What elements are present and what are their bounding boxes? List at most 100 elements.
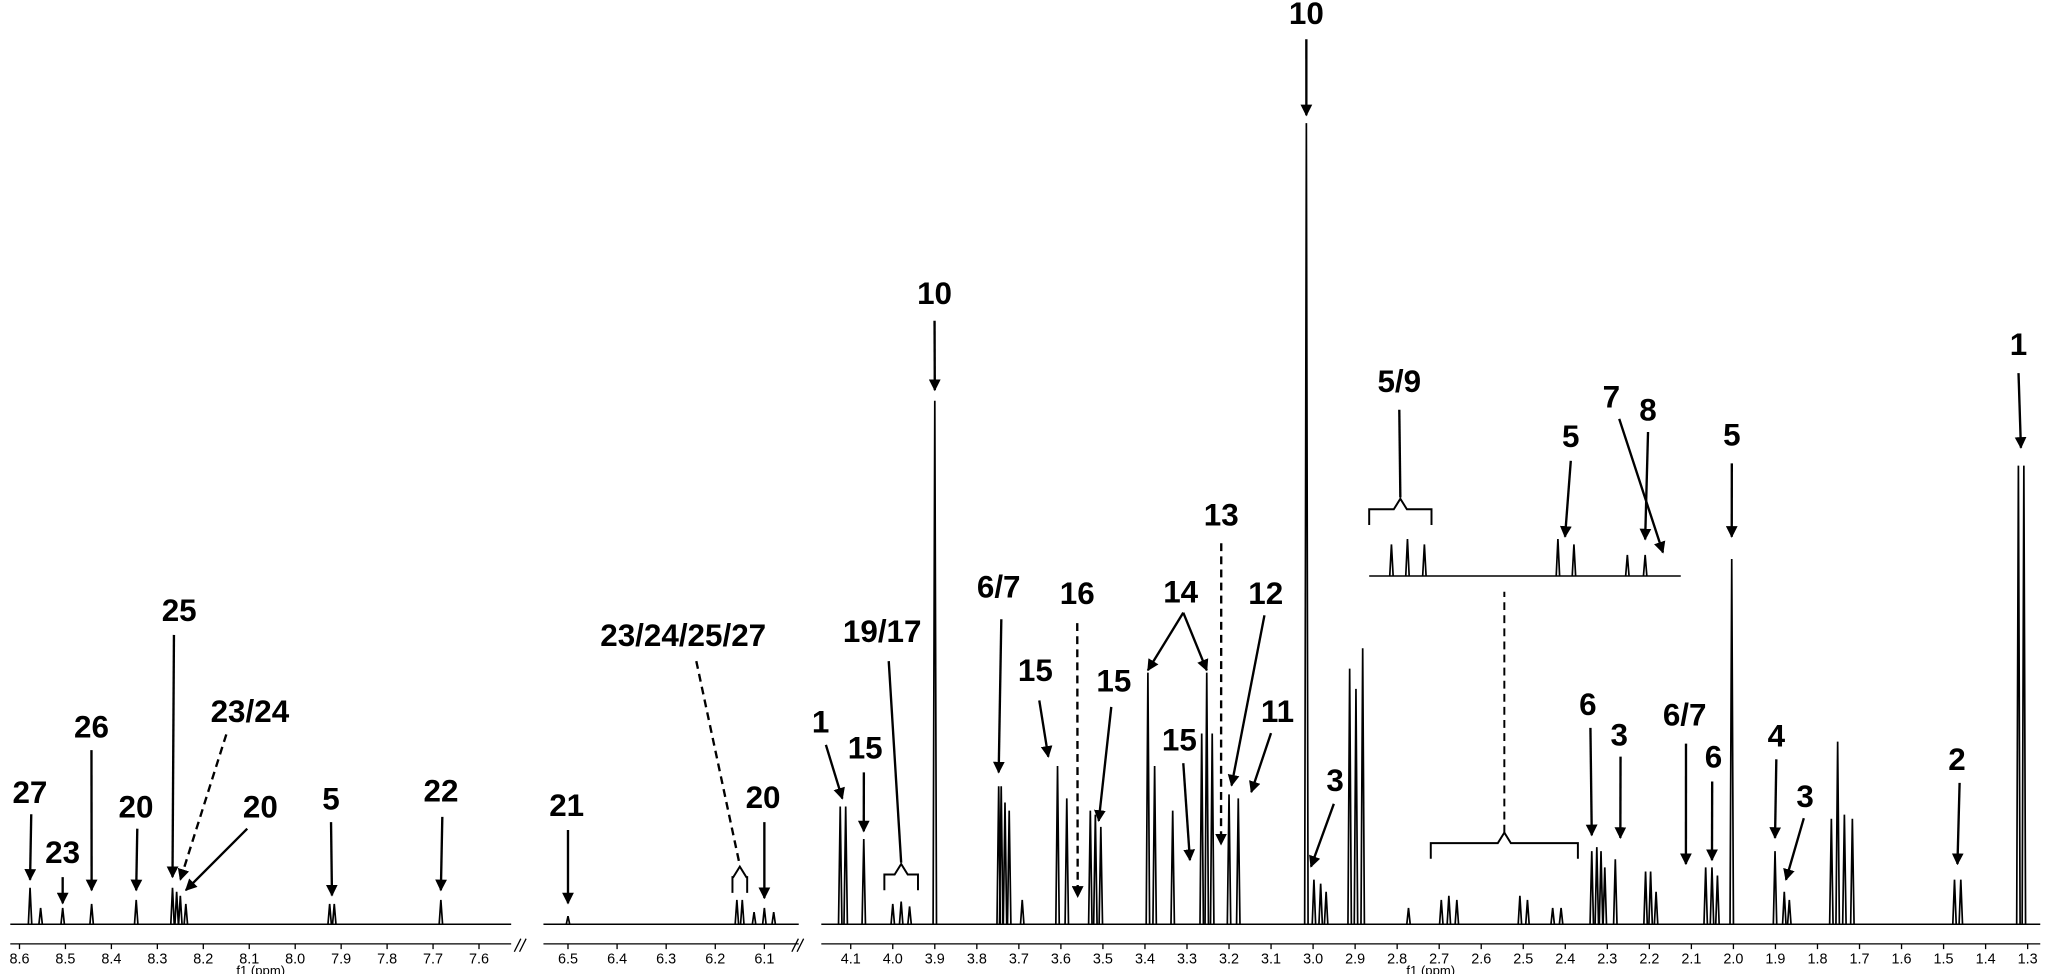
- peak-label: 6: [1705, 740, 1722, 775]
- arrow: [435, 816, 447, 892]
- peak: [1209, 733, 1215, 925]
- x-tick-label: 2.8: [1387, 951, 1407, 967]
- x-tick-label: 8.3: [147, 951, 167, 967]
- peak-label: 23/24/25/27: [600, 618, 766, 653]
- peak-label: 22: [424, 774, 459, 809]
- x-tick-label: 8.4: [101, 951, 121, 967]
- x-tick-label: 7.9: [331, 951, 351, 967]
- peak-label: 5/9: [1377, 364, 1421, 399]
- peak-label: 8: [1639, 393, 1656, 428]
- peak: [998, 786, 1004, 925]
- x-tick-label: 6.4: [607, 951, 627, 967]
- peak-label: 15: [1018, 653, 1053, 688]
- peak: [1303, 123, 1309, 925]
- inset-peak: [1388, 544, 1394, 577]
- peak-label: 11: [1261, 694, 1294, 729]
- peak: [1594, 847, 1600, 925]
- x-tick-label: 8.5: [55, 951, 75, 967]
- peak: [761, 907, 767, 925]
- leader-line: [1398, 409, 1402, 498]
- peak: [27, 887, 33, 925]
- peak-label: 6: [1579, 687, 1596, 722]
- peak: [843, 806, 849, 925]
- peak: [1438, 899, 1444, 925]
- peak-label: 13: [1204, 497, 1239, 532]
- peak: [1098, 826, 1104, 925]
- peak-label: 3: [1796, 779, 1813, 814]
- peak: [1318, 883, 1324, 925]
- arrow: [130, 828, 143, 892]
- peak: [734, 899, 740, 925]
- peak-label: 3: [1610, 717, 1627, 752]
- peak-label: 5: [1562, 419, 1579, 454]
- peak: [1602, 867, 1608, 925]
- peak: [438, 899, 444, 925]
- peak: [1703, 867, 1709, 925]
- peak-label: 15: [1096, 664, 1131, 699]
- peak: [565, 915, 571, 925]
- peak: [1709, 867, 1715, 925]
- peak: [1006, 810, 1012, 925]
- peak: [331, 903, 337, 925]
- peak: [1019, 899, 1025, 925]
- x-tick-label: 1.5: [1934, 951, 1954, 967]
- peak-label: 21: [549, 788, 584, 823]
- peak: [38, 907, 44, 925]
- peak-label: 5: [1723, 418, 1740, 453]
- arrow: [325, 822, 338, 897]
- peak-label: 15: [1162, 723, 1197, 758]
- peak: [177, 895, 183, 925]
- peak: [1002, 802, 1008, 925]
- inset-peak: [1624, 554, 1630, 577]
- peak: [1517, 895, 1523, 925]
- peak-label: 26: [74, 709, 109, 744]
- arrow: [185, 827, 249, 892]
- peak: [1835, 741, 1841, 925]
- peak-label: 20: [243, 789, 278, 824]
- peak: [1558, 907, 1564, 925]
- peak-label: 2: [1948, 742, 1965, 777]
- peak: [1311, 879, 1317, 925]
- peak-label: 4: [1768, 719, 1786, 754]
- peak: [1550, 907, 1556, 925]
- x-tick-label: 6.1: [754, 951, 774, 967]
- x-tick-label: 2.5: [1513, 951, 1533, 967]
- x-tick-label: 8.6: [9, 951, 29, 967]
- peak: [1598, 851, 1604, 925]
- peak: [1781, 891, 1787, 925]
- arrow: [1182, 612, 1209, 672]
- peak: [1092, 814, 1098, 925]
- peak: [1653, 891, 1659, 925]
- peak: [751, 911, 757, 925]
- arrow: [1559, 460, 1572, 538]
- inset-peak: [1421, 544, 1427, 577]
- inset-peak: [1642, 554, 1648, 577]
- peak: [1729, 558, 1735, 925]
- arrow: [1094, 706, 1113, 823]
- peak: [1235, 798, 1241, 925]
- x-tick-label: 6.2: [705, 951, 725, 967]
- arrow: [1249, 732, 1273, 794]
- bracket: [1368, 496, 1433, 525]
- x-tick-label: 8.1: [239, 951, 259, 967]
- peak-label: 5: [322, 781, 339, 816]
- x-tick-label: 3.5: [1093, 951, 1113, 967]
- peak: [169, 887, 176, 925]
- peak: [1145, 672, 1151, 925]
- peak: [89, 903, 95, 925]
- peak: [837, 806, 843, 925]
- peak-label: 12: [1248, 576, 1283, 611]
- x-tick-label: 1.3: [2018, 951, 2038, 967]
- peak: [1612, 859, 1618, 925]
- peak: [1958, 879, 1964, 925]
- x-tick-label: 7.6: [469, 951, 489, 967]
- peak: [133, 899, 139, 925]
- peak: [1841, 814, 1847, 925]
- peak-label: 20: [746, 780, 781, 815]
- x-tick-label: 1.7: [1850, 951, 1870, 967]
- peak-label: 10: [1289, 0, 1324, 31]
- arrow: [1227, 615, 1266, 787]
- x-tick-label: 4.1: [841, 951, 861, 967]
